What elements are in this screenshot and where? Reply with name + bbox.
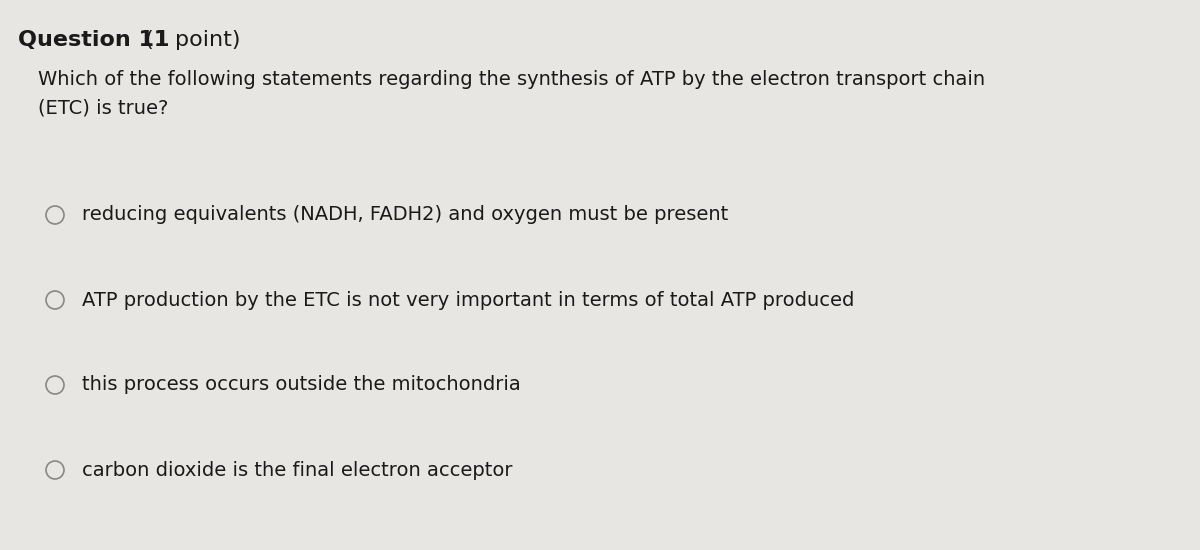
Text: carbon dioxide is the final electron acceptor: carbon dioxide is the final electron acc…: [82, 460, 512, 480]
Text: this process occurs outside the mitochondria: this process occurs outside the mitochon…: [82, 376, 521, 394]
Text: (1 point): (1 point): [138, 30, 240, 50]
Text: reducing equivalents (NADH, FADH2) and oxygen must be present: reducing equivalents (NADH, FADH2) and o…: [82, 206, 728, 224]
Text: Question 11: Question 11: [18, 30, 169, 50]
Text: ATP production by the ETC is not very important in terms of total ATP produced: ATP production by the ETC is not very im…: [82, 290, 854, 310]
Text: (ETC) is true?: (ETC) is true?: [38, 98, 168, 117]
Text: Which of the following statements regarding the synthesis of ATP by the electron: Which of the following statements regard…: [38, 70, 985, 89]
